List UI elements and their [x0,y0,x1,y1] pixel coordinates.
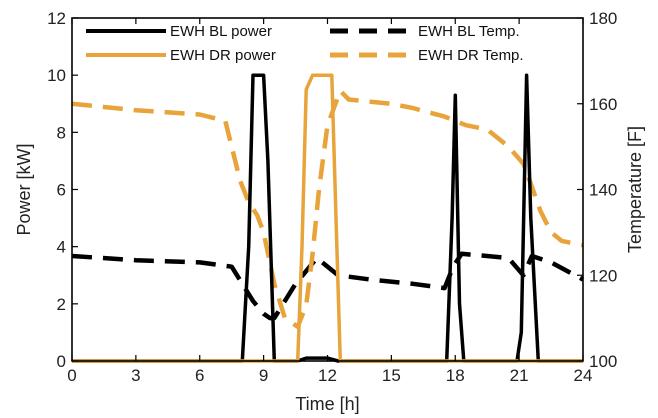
x-axis-title: Time [h] [295,394,359,414]
y-left-tick-label: 0 [57,352,66,371]
y-right-tick-label: 180 [589,9,617,28]
y-left-tick-label: 8 [57,123,66,142]
series-line-ewh-dr-temp [71,88,584,329]
x-tick-label: 6 [195,366,204,385]
y-right-tick-label: 140 [589,181,617,200]
x-tick-label: 18 [446,366,465,385]
x-tick-label: 21 [510,366,529,385]
x-axis: 0 3 6 9 12 15 18 21 24 [67,18,592,385]
x-tick-label: 12 [318,366,337,385]
y-right-tick-label: 160 [589,95,617,114]
series-line-ewh-bl-temp [71,251,585,321]
y-right-tick-label: 120 [589,266,617,285]
series-layer [71,73,585,363]
plot-frame [71,17,584,362]
x-tick-label: 24 [574,366,593,385]
y-axis-right: 100 120 140 160 180 [577,9,617,371]
y-left-tick-label: 4 [57,238,66,257]
y-axis-right-title: Temperature [F] [625,126,645,253]
y-axis-left-title: Power [kW] [14,143,34,235]
legend-label-ewh-bl-power: EWH BL power [170,23,272,40]
y-left-tick-label: 6 [57,181,66,200]
y-left-tick-label: 12 [47,9,66,28]
series-line-ewh-bl-power [72,73,583,363]
y-left-tick-label: 10 [47,66,66,85]
x-tick-label: 15 [382,366,401,385]
x-tick-label: 0 [67,366,76,385]
x-tick-label: 9 [259,366,268,385]
legend-label-ewh-dr-temp: EWH DR Temp. [418,47,524,64]
y-right-tick-label: 100 [589,352,617,371]
legend-label-ewh-dr-power: EWH DR power [170,47,276,64]
series-line-ewh-dr-power [72,73,583,363]
y-left-tick-label: 2 [57,295,66,314]
legend-label-ewh-bl-temp: EWH BL Temp. [418,23,520,40]
legend: EWH BL power EWH BL Temp. EWH DR power E… [86,23,524,64]
x-tick-label: 3 [131,366,140,385]
y-axis-left: 0 2 4 6 8 10 12 [47,9,78,371]
